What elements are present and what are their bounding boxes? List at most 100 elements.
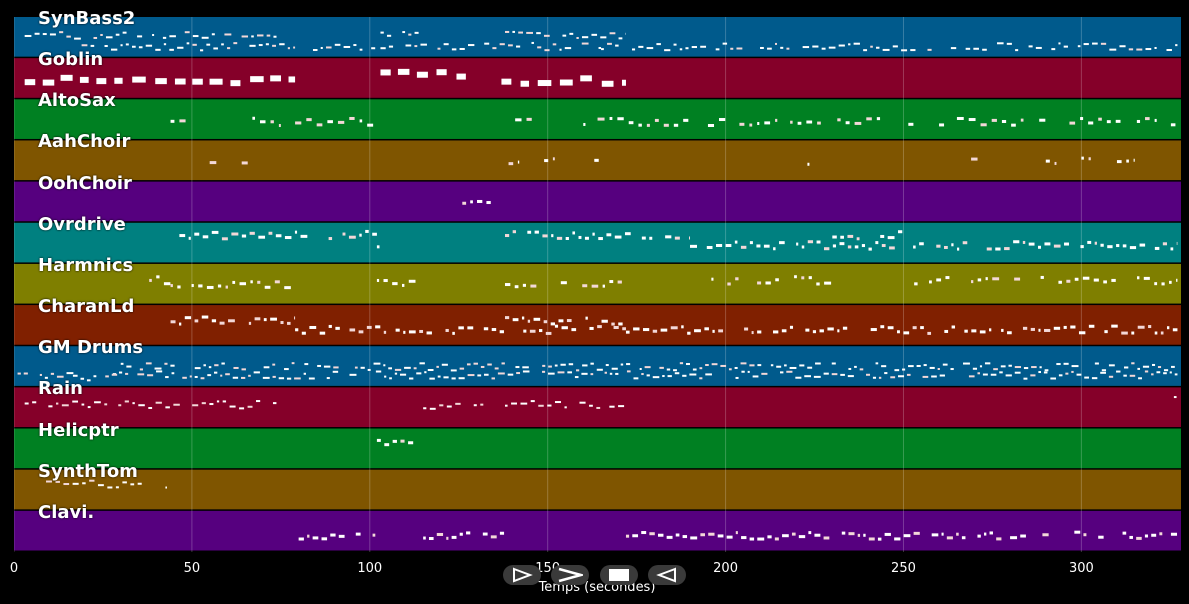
note [674, 236, 680, 240]
note [239, 407, 245, 410]
note [414, 31, 419, 34]
note [705, 373, 712, 376]
note [734, 366, 738, 369]
note [359, 233, 362, 237]
note [359, 119, 363, 123]
note [426, 331, 432, 335]
note [596, 406, 601, 409]
note [456, 73, 466, 80]
note [931, 533, 939, 537]
note [990, 373, 997, 376]
note [1093, 278, 1099, 282]
note [316, 123, 323, 127]
note [192, 404, 199, 407]
note [890, 376, 896, 379]
track-label: CharanLd [38, 296, 135, 318]
note [466, 531, 471, 535]
note [191, 284, 194, 288]
note [1122, 531, 1127, 535]
note [929, 366, 935, 369]
stop-icon [609, 569, 629, 581]
track-label: OohChoir [38, 172, 132, 194]
note [1023, 377, 1028, 380]
note [515, 366, 520, 369]
play-button[interactable] [503, 565, 541, 585]
note [560, 363, 566, 366]
track-lane-altosax [14, 99, 1181, 139]
note [408, 279, 416, 283]
note [767, 47, 772, 50]
note [571, 328, 577, 332]
note [1171, 365, 1175, 368]
note [717, 534, 724, 538]
note [518, 31, 524, 34]
note [262, 376, 270, 379]
note [177, 46, 184, 49]
note [309, 325, 317, 329]
note [1050, 377, 1056, 380]
note [349, 373, 357, 376]
note [1063, 362, 1069, 365]
note [923, 364, 927, 367]
x-tick-label: 200 [713, 561, 738, 576]
note [1170, 123, 1176, 127]
note [816, 240, 821, 244]
note [682, 374, 687, 377]
note [184, 31, 190, 34]
note [1128, 48, 1134, 51]
note [1031, 366, 1037, 369]
note [1039, 366, 1042, 369]
note [1071, 370, 1074, 373]
note [950, 368, 954, 371]
note [484, 373, 489, 376]
note [214, 364, 219, 367]
note [291, 362, 295, 365]
rewind-button[interactable] [648, 565, 686, 585]
note [856, 237, 860, 241]
note [707, 124, 715, 128]
note [66, 35, 71, 38]
note [254, 317, 261, 321]
note [819, 329, 824, 333]
note [1166, 49, 1172, 52]
note [348, 235, 356, 239]
note [957, 247, 960, 251]
note [946, 536, 953, 540]
note [824, 281, 832, 285]
note [1119, 45, 1126, 48]
note [912, 326, 917, 330]
note [264, 285, 271, 289]
note [683, 118, 689, 122]
note [1015, 49, 1019, 52]
note [681, 325, 684, 329]
stop-button[interactable] [600, 565, 638, 585]
note [875, 241, 879, 245]
note [1028, 242, 1035, 246]
note [776, 365, 782, 368]
note [1161, 282, 1165, 286]
note [321, 537, 328, 541]
track-label: AltoSax [38, 90, 116, 112]
note [613, 325, 619, 329]
note [408, 33, 412, 36]
note [1084, 376, 1090, 379]
note [120, 44, 123, 47]
note [248, 321, 252, 325]
note [786, 47, 790, 50]
note [827, 327, 834, 331]
note [375, 325, 381, 329]
note [1160, 331, 1164, 335]
note [452, 331, 455, 335]
note [735, 531, 738, 535]
track-label: Helicptr [38, 419, 119, 441]
note [443, 376, 449, 379]
note [574, 376, 579, 379]
note [499, 330, 504, 334]
note [312, 536, 319, 540]
note [962, 241, 968, 245]
note [757, 330, 762, 334]
note [137, 482, 142, 485]
note [773, 247, 776, 251]
fast-forward-button[interactable] [551, 565, 589, 585]
note [1122, 244, 1127, 248]
